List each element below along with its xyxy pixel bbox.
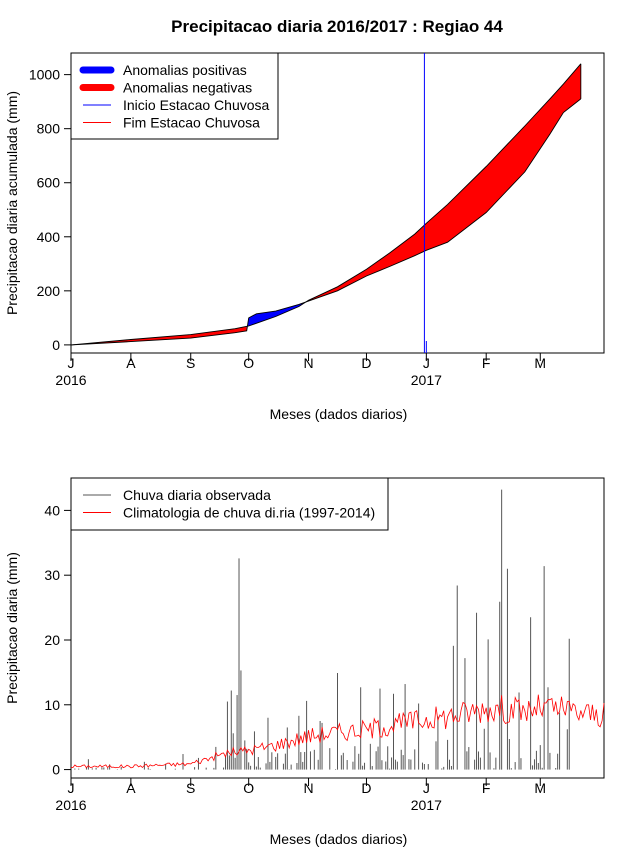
y-tick-label: 800 (37, 121, 61, 137)
x-tick-label: M (534, 355, 546, 371)
x-axis-label: Meses (dados diarios) (270, 406, 408, 422)
chart-title: Precipitacao diaria 2016/2017 : Regiao 4… (171, 17, 503, 36)
x-tick-label: J (423, 355, 430, 371)
legend-label: Climatologia de chuva di.ria (1997-2014) (123, 505, 375, 521)
daily-panel: J A S O N D J F M 2016 2017 0 10 20 30 40 Precipitacao d… (4, 477, 605, 847)
x-tick-label: J (68, 355, 75, 371)
x-tick-label: S (186, 780, 195, 796)
legend-box (70, 477, 389, 531)
year-label: 2016 (55, 797, 86, 813)
x-tick-label: A (126, 780, 136, 796)
legend-label: Inicio Estacao Chuvosa (123, 97, 270, 113)
x-tick-label: F (482, 355, 491, 371)
plot-frame (70, 52, 605, 354)
observed-cumulative-line (70, 98, 582, 346)
x-tick-label: D (361, 355, 371, 371)
x-tick-label: N (303, 355, 313, 371)
y-tick-label: 30 (44, 567, 60, 583)
year-label: 2016 (55, 372, 86, 388)
x-tick-label: A (126, 355, 136, 371)
y-tick-label: 200 (37, 283, 61, 299)
legend-label: Fim Estacao Chuvosa (123, 115, 260, 131)
y-tick-label: 0 (52, 762, 60, 778)
y-tick-label: 10 (44, 697, 60, 713)
x-tick-label: M (534, 780, 546, 796)
x-tick-label: J (68, 780, 75, 796)
y-tick-label: 40 (44, 502, 60, 518)
climatology-daily-line (70, 694, 605, 769)
positive-anomaly-area (246, 302, 306, 331)
year-label: 2017 (411, 372, 442, 388)
y-tick-label: 20 (44, 632, 60, 648)
year-label: 2017 (411, 797, 442, 813)
x-tick-label: S (186, 355, 195, 371)
y-tick-label: 600 (37, 175, 61, 191)
x-tick-label: J (423, 780, 430, 796)
x-tick-label: O (243, 780, 254, 796)
y-tick-label: 0 (52, 337, 60, 353)
y-axis-label: Precipitacao diaria (mm) (4, 552, 20, 704)
x-tick-label: N (303, 780, 313, 796)
x-tick-label: D (361, 780, 371, 796)
x-tick-label: O (243, 355, 254, 371)
legend-label: Anomalias positivas (123, 62, 247, 78)
y-tick-label: 400 (37, 229, 61, 245)
negative-anomaly-area (305, 63, 581, 303)
y-axis-label: Precipitacao diaria acumulada (mm) (4, 91, 20, 315)
y-tick-label: 1000 (29, 67, 60, 83)
climatology-cumulative-line (70, 63, 582, 346)
x-tick-label: F (482, 780, 491, 796)
legend-label: Chuva diaria observada (123, 487, 271, 503)
cumulative-panel: J A S O N D J F M 2016 2017 0 200 400 600 800 1000 Precip… (4, 52, 605, 422)
x-axis-label: Meses (dados diarios) (270, 831, 408, 847)
legend-label: Anomalias negativas (123, 80, 252, 96)
